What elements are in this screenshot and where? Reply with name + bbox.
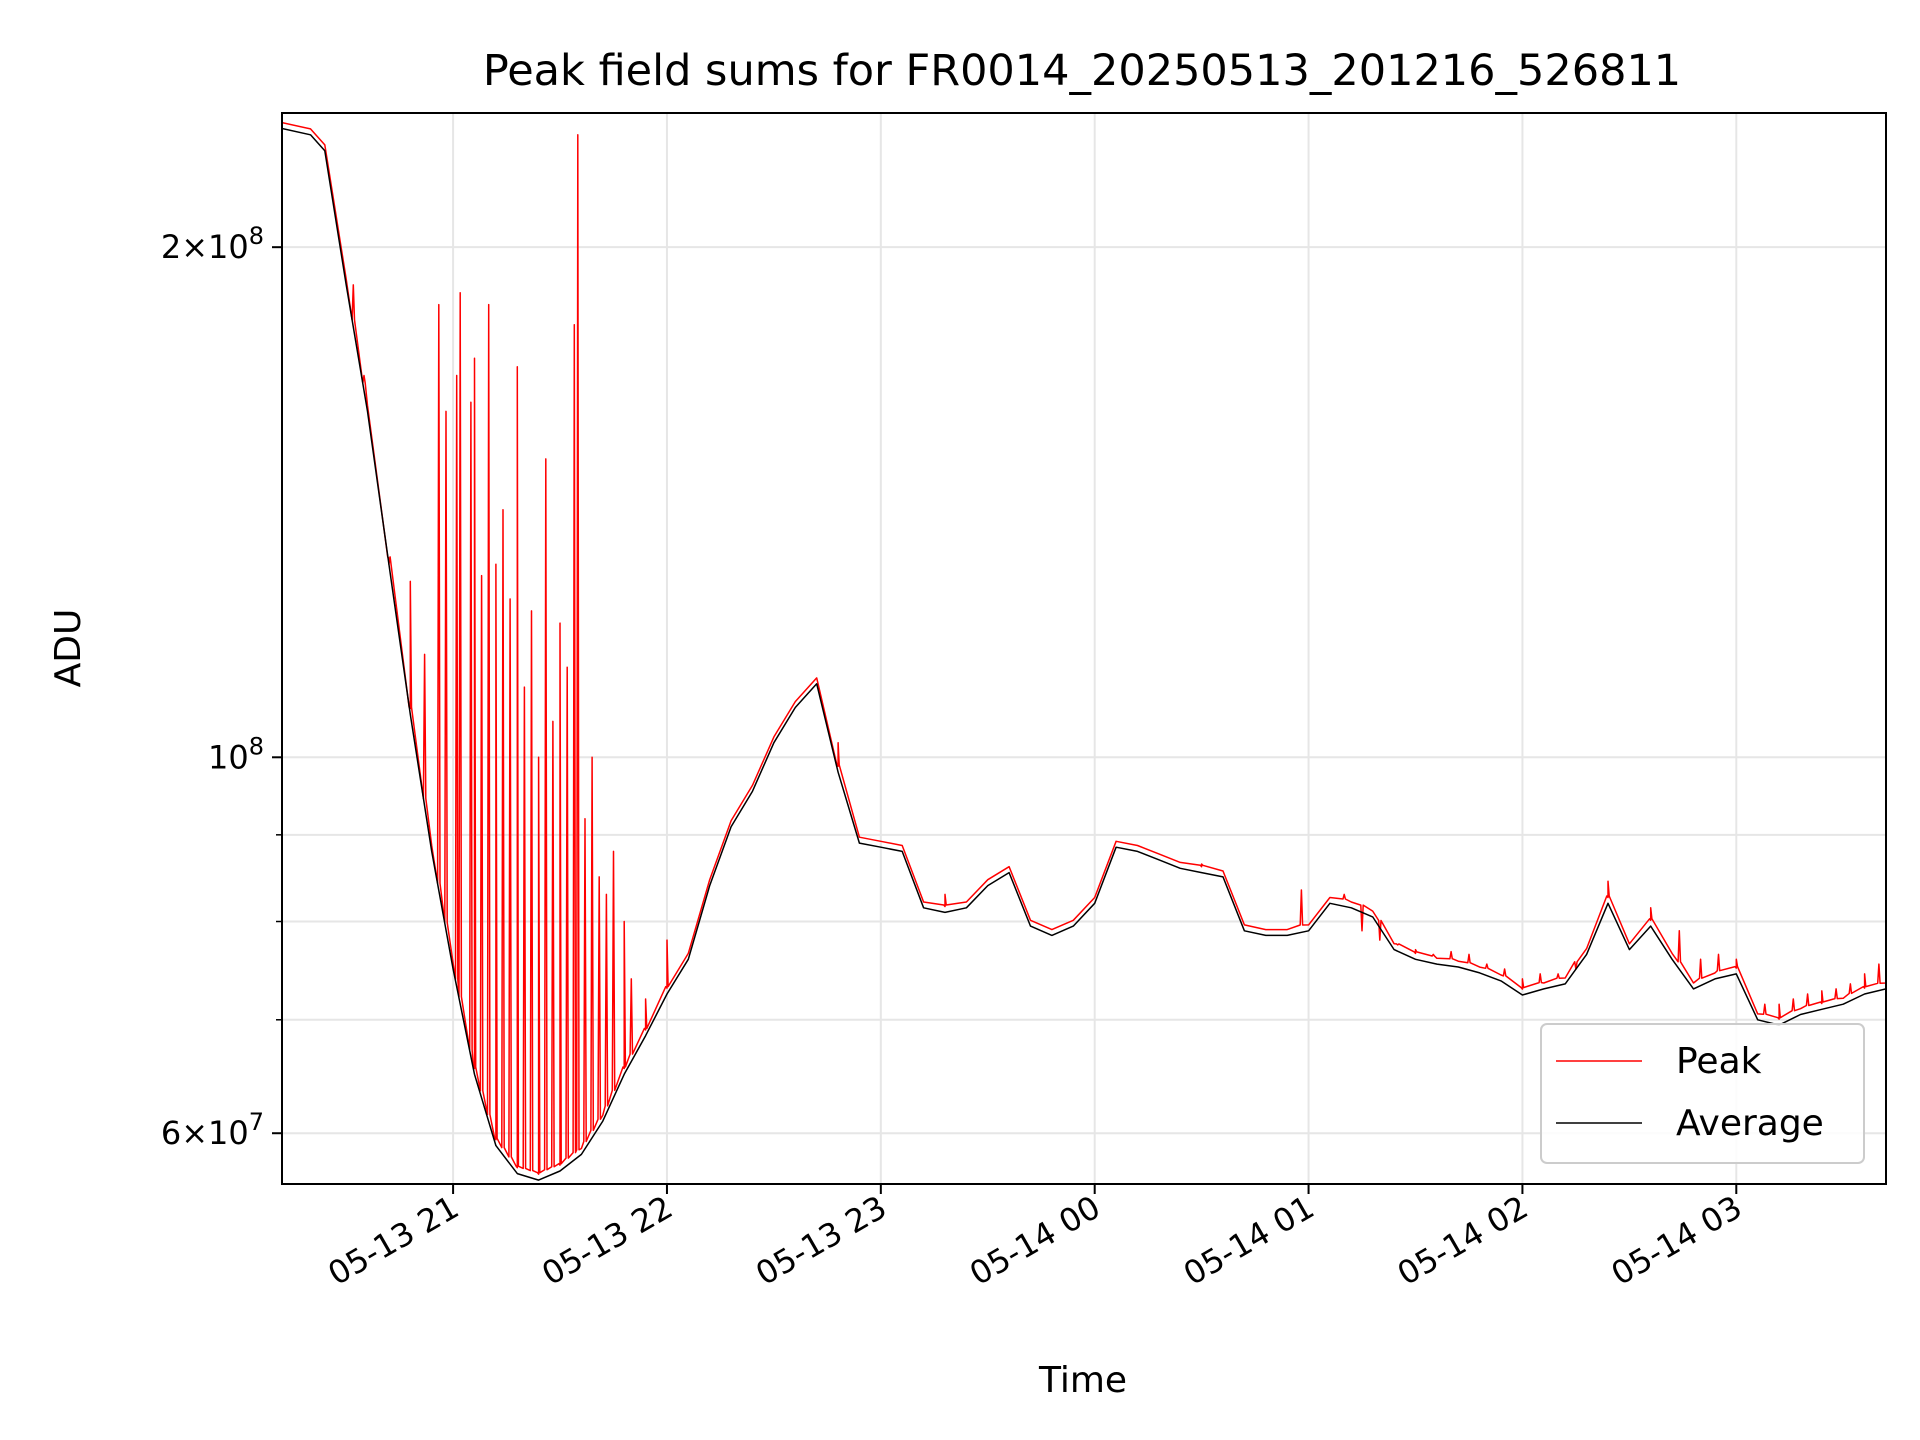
grid-lines [282,113,1886,1184]
legend-label-peak: Peak [1676,1041,1762,1082]
y-tick-label: 2×108 [161,222,264,266]
chart-title: Peak field sums for FR0014_20250513_2012… [483,46,1681,96]
plot-area [282,121,1886,1181]
series-line-average [282,127,1886,1181]
y-tick-label: 6×107 [161,1108,264,1152]
legend-box [1540,1023,1865,1164]
legend-label-average: Average [1676,1103,1824,1144]
y-axis-label: ADU [48,609,89,688]
series-line-peak [282,121,1886,1175]
x-axis-label: Time [1038,1360,1127,1401]
legend: Peak Average [1540,1023,1865,1164]
y-tick-label: 108 [208,732,264,776]
plot-frame [281,112,1887,1185]
